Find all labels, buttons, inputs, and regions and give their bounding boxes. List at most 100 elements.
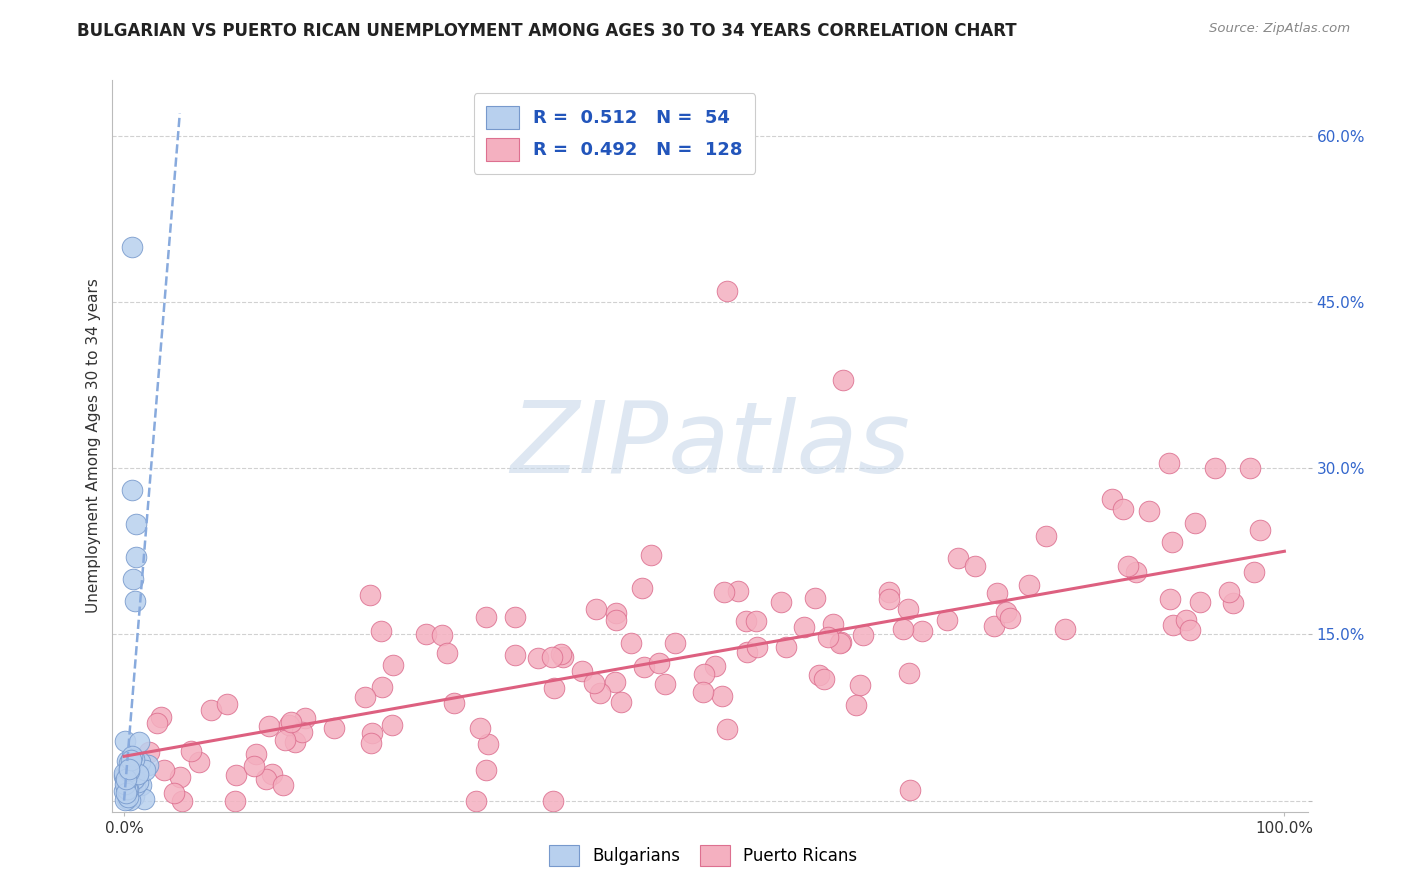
Point <box>630 581 652 595</box>
Point <box>112 784 135 798</box>
Point <box>200 702 222 716</box>
Point <box>120 762 142 776</box>
Point <box>115 786 138 800</box>
Point <box>470 722 492 736</box>
Y-axis label: Unemployment Among Ages 30 to 34 years: Unemployment Among Ages 30 to 34 years <box>86 278 101 614</box>
Point <box>120 753 142 767</box>
Point <box>654 677 676 691</box>
Point <box>852 627 875 641</box>
Point <box>1159 456 1181 470</box>
Point <box>271 778 294 792</box>
Point <box>294 711 316 725</box>
Point <box>633 660 655 674</box>
Point <box>180 744 202 758</box>
Point <box>898 666 921 681</box>
Point <box>360 736 382 750</box>
Point <box>115 772 138 786</box>
Point <box>381 718 404 732</box>
Point <box>436 647 458 661</box>
Point <box>877 585 900 599</box>
Point <box>891 622 914 636</box>
Point <box>1160 534 1182 549</box>
Point <box>122 764 145 779</box>
Point <box>381 658 404 673</box>
Point <box>995 605 1018 619</box>
Point <box>117 777 139 791</box>
Point <box>125 549 148 564</box>
Point <box>370 624 392 638</box>
Point <box>163 786 186 800</box>
Point <box>603 675 626 690</box>
Point <box>830 635 852 649</box>
Point <box>551 649 574 664</box>
Point <box>115 754 138 768</box>
Point <box>735 614 758 628</box>
Point <box>146 715 169 730</box>
Point <box>224 794 246 808</box>
Point <box>747 640 769 654</box>
Point <box>360 726 382 740</box>
Point <box>153 763 176 777</box>
Point <box>620 636 643 650</box>
Point <box>692 666 714 681</box>
Point <box>225 768 247 782</box>
Point <box>571 665 593 679</box>
Text: ZIPatlas: ZIPatlas <box>510 398 910 494</box>
Point <box>117 774 139 789</box>
Point <box>254 772 277 786</box>
Point <box>704 659 727 673</box>
Point <box>291 724 314 739</box>
Point <box>284 735 307 749</box>
Point <box>477 737 499 751</box>
Point <box>114 773 136 788</box>
Point <box>503 609 526 624</box>
Point <box>114 772 136 787</box>
Point <box>1116 558 1139 573</box>
Legend: R =  0.512   N =  54, R =  0.492   N =  128: R = 0.512 N = 54, R = 0.492 N = 128 <box>474 93 755 174</box>
Point <box>1139 504 1161 518</box>
Point <box>898 783 921 797</box>
Point <box>1174 614 1197 628</box>
Point <box>1101 491 1123 506</box>
Point <box>808 667 831 681</box>
Point <box>170 794 193 808</box>
Point <box>817 631 839 645</box>
Point <box>120 793 142 807</box>
Point <box>727 584 749 599</box>
Point <box>188 756 211 770</box>
Point <box>1218 585 1240 599</box>
Point <box>359 588 381 602</box>
Point <box>1161 618 1184 632</box>
Point <box>118 764 141 778</box>
Point <box>735 644 758 658</box>
Point <box>371 680 394 694</box>
Point <box>605 613 627 627</box>
Point <box>354 690 377 704</box>
Point <box>125 516 148 531</box>
Point <box>118 761 141 775</box>
Point <box>1184 516 1206 530</box>
Point <box>640 548 662 562</box>
Point <box>117 763 139 777</box>
Point <box>1239 461 1261 475</box>
Point <box>1111 501 1133 516</box>
Point <box>710 689 733 703</box>
Point <box>935 613 957 627</box>
Point <box>543 681 565 696</box>
Point <box>118 785 141 799</box>
Point <box>832 372 855 386</box>
Point <box>257 719 280 733</box>
Text: Source: ZipAtlas.com: Source: ZipAtlas.com <box>1209 22 1350 36</box>
Point <box>1125 565 1147 579</box>
Point <box>122 572 145 586</box>
Point <box>1178 623 1201 637</box>
Point <box>475 610 498 624</box>
Point <box>474 763 496 777</box>
Point <box>503 648 526 663</box>
Point <box>122 772 145 787</box>
Point <box>648 657 671 671</box>
Point <box>112 769 135 783</box>
Point <box>443 697 465 711</box>
Point <box>128 735 150 749</box>
Point <box>415 626 437 640</box>
